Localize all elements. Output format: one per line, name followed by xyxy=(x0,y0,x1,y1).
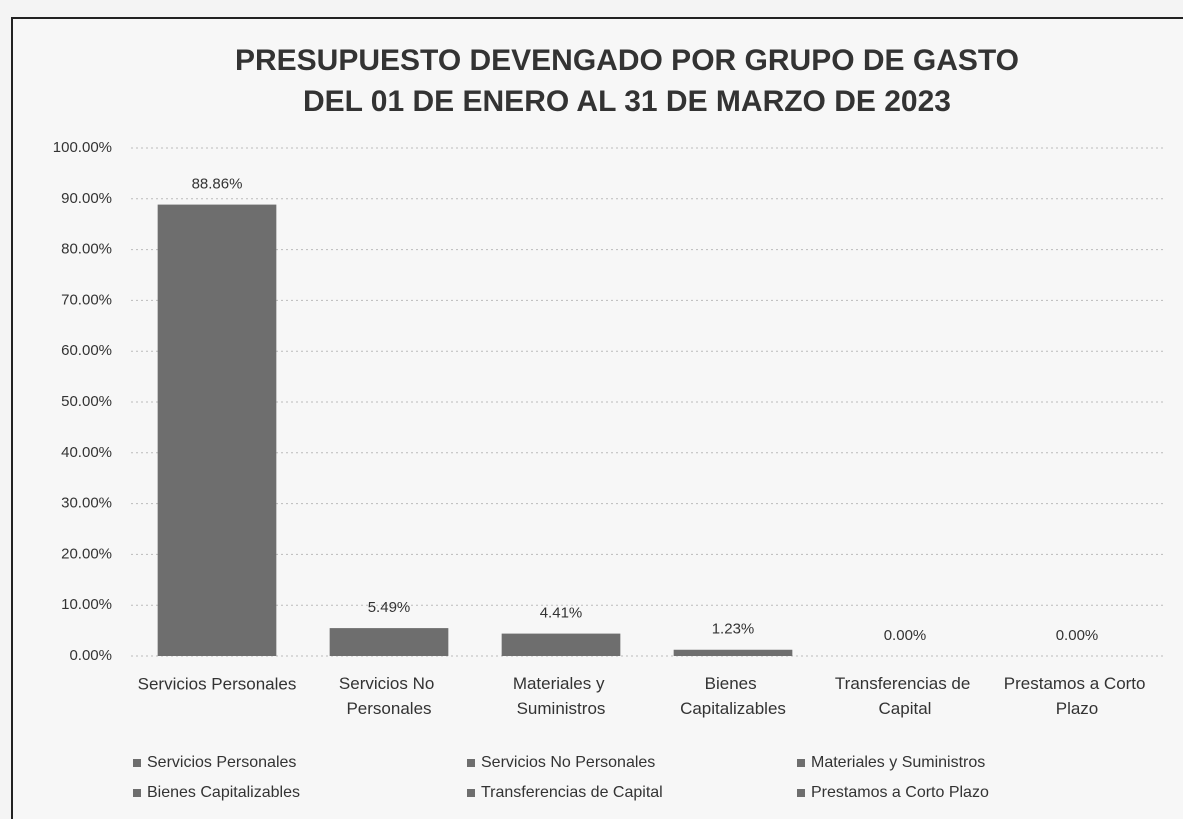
x-tick-label: Prestamos a Corto Plazo xyxy=(1004,674,1150,718)
chart-title: PRESUPUESTO DEVENGADO POR GRUPO DE GASTO xyxy=(235,44,1019,77)
data-label: 1.23% xyxy=(712,621,755,638)
y-tick-label: 80.00% xyxy=(61,241,112,258)
x-tick-label: Materiales y Suministros xyxy=(513,674,609,718)
legend-swatch xyxy=(133,759,141,767)
data-label: 0.00% xyxy=(1056,627,1099,644)
x-tick-label: Transferencias de Capital xyxy=(835,674,975,718)
data-label: 0.00% xyxy=(884,627,927,644)
bar xyxy=(329,628,449,656)
y-tick-label: 60.00% xyxy=(61,342,112,359)
chart-title: DEL 01 DE ENERO AL 31 DE MARZO DE 2023 xyxy=(303,85,951,118)
data-label: 88.86% xyxy=(192,176,243,193)
y-tick-label: 30.00% xyxy=(61,495,112,512)
y-tick-label: 10.00% xyxy=(61,596,112,613)
y-tick-label: 70.00% xyxy=(61,291,112,308)
y-tick-label: 50.00% xyxy=(61,393,112,410)
y-tick-label: 90.00% xyxy=(61,190,112,207)
data-label: 4.41% xyxy=(540,605,583,622)
y-tick-label: 100.00% xyxy=(53,139,112,156)
legend-swatch xyxy=(467,789,475,797)
legend-label: Servicios Personales xyxy=(147,754,296,771)
legend-label: Materiales y Suministros xyxy=(811,754,985,771)
legend-label: Transferencias de Capital xyxy=(481,784,663,801)
legend-swatch xyxy=(797,789,805,797)
y-tick-label: 40.00% xyxy=(61,444,112,461)
legend-swatch xyxy=(797,759,805,767)
x-tick-label: Bienes Capitalizables xyxy=(680,674,786,718)
bar xyxy=(673,649,793,656)
legend-swatch xyxy=(467,759,475,767)
legend-swatch xyxy=(133,789,141,797)
bar xyxy=(157,204,277,657)
legend-label: Bienes Capitalizables xyxy=(147,784,300,801)
y-tick-label: 20.00% xyxy=(61,545,112,562)
x-tick-label: Servicios No Personales xyxy=(339,674,439,718)
legend-label: Prestamos a Corto Plazo xyxy=(811,784,989,801)
y-tick-label: 0.00% xyxy=(69,647,112,664)
bar xyxy=(501,633,621,656)
data-label: 5.49% xyxy=(368,599,411,616)
legend-label: Servicios No Personales xyxy=(481,754,655,771)
x-tick-label: Servicios Personales xyxy=(138,674,297,693)
